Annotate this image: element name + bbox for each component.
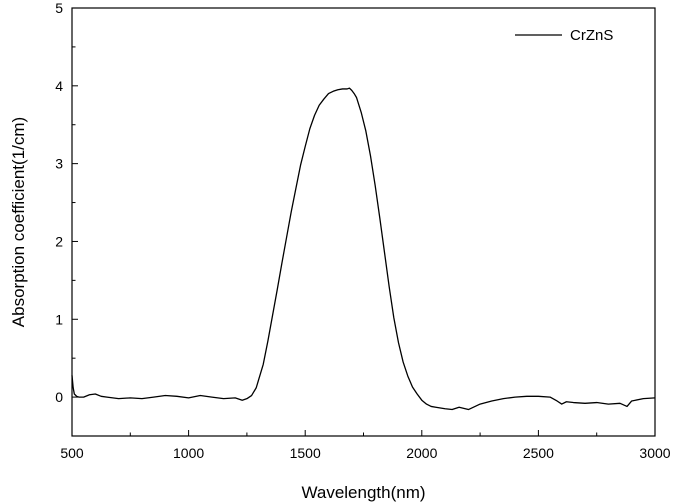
series-line-crzns	[71, 87, 656, 411]
y-tick-label-0: 0	[55, 389, 63, 405]
x-axis-title: Wavelength(nm)	[301, 483, 425, 502]
tick-labels: 500 1000 1500 2000 2500 3000 0 1 2 3 4 5	[55, 0, 671, 461]
y-tick-label-2: 2	[55, 233, 63, 249]
y-tick-label-4: 4	[55, 78, 63, 94]
x-tick-label-3000: 3000	[639, 445, 670, 461]
y-tick-label-5: 5	[55, 0, 63, 16]
y-tick-label-3: 3	[55, 156, 63, 172]
x-tick-label-1500: 1500	[290, 445, 321, 461]
plot-frame	[71, 7, 656, 437]
y-axis-title: Absorption coefficient(1/cm)	[9, 117, 28, 327]
legend-label: CrZnS	[570, 27, 613, 44]
y-tick-label-1: 1	[55, 311, 63, 327]
x-tick-label-500: 500	[60, 445, 84, 461]
x-tick-label-1000: 1000	[173, 445, 204, 461]
x-tick-label-2500: 2500	[523, 445, 554, 461]
legend: CrZnS	[515, 27, 613, 44]
x-tick-label-2000: 2000	[406, 445, 437, 461]
